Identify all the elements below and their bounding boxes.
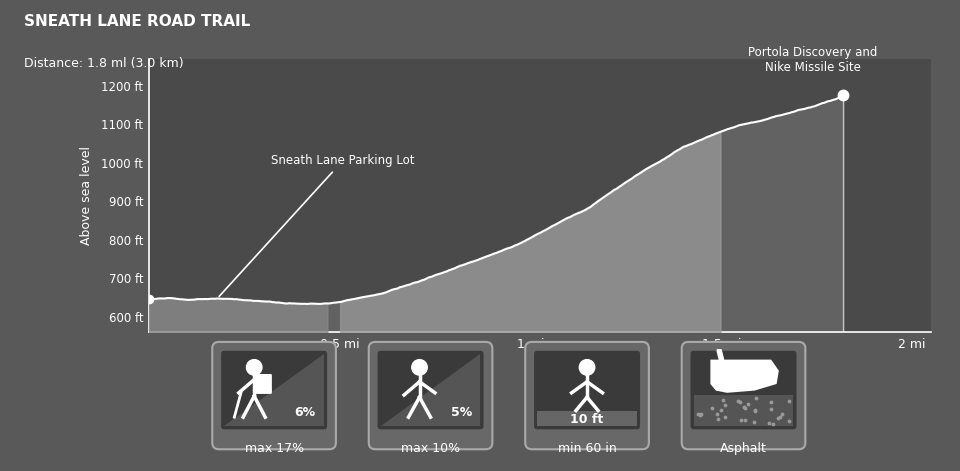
Circle shape: [412, 360, 427, 375]
FancyBboxPatch shape: [254, 374, 272, 394]
FancyBboxPatch shape: [369, 342, 492, 449]
Point: [705, 404, 720, 412]
Point: [709, 410, 725, 418]
Text: min 60 in: min 60 in: [558, 442, 616, 455]
Y-axis label: Above sea level: Above sea level: [80, 146, 93, 245]
Point: [775, 410, 790, 417]
Text: 5%: 5%: [451, 406, 472, 419]
Point: [763, 406, 779, 413]
Point: [761, 420, 777, 427]
Point: [737, 405, 753, 412]
FancyBboxPatch shape: [221, 351, 327, 430]
Polygon shape: [225, 354, 324, 426]
Point: [773, 414, 788, 421]
Point: [747, 406, 762, 414]
Text: max 10%: max 10%: [401, 442, 460, 455]
Polygon shape: [381, 354, 480, 426]
Point: [736, 403, 752, 411]
Point: [781, 397, 797, 405]
FancyBboxPatch shape: [694, 395, 793, 426]
Polygon shape: [538, 411, 636, 426]
FancyBboxPatch shape: [212, 342, 336, 449]
Point: [717, 413, 732, 421]
Circle shape: [579, 360, 595, 375]
Point: [746, 418, 761, 426]
Point: [748, 394, 763, 402]
Text: Sneath Lane Parking Lot: Sneath Lane Parking Lot: [219, 154, 415, 296]
Point: [766, 420, 781, 428]
Circle shape: [247, 360, 262, 375]
Point: [741, 400, 756, 408]
FancyBboxPatch shape: [525, 342, 649, 449]
Text: 6%: 6%: [295, 406, 316, 419]
FancyBboxPatch shape: [534, 351, 640, 430]
FancyBboxPatch shape: [682, 342, 805, 449]
Point: [715, 397, 731, 404]
Point: [781, 418, 797, 425]
Point: [693, 412, 708, 419]
Polygon shape: [710, 360, 779, 393]
Point: [732, 416, 748, 423]
Text: max 17%: max 17%: [245, 442, 303, 455]
Point: [748, 407, 763, 414]
Point: [717, 402, 732, 409]
FancyBboxPatch shape: [377, 351, 484, 430]
Point: [771, 414, 786, 422]
Point: [737, 416, 753, 423]
Point: [693, 410, 708, 417]
FancyBboxPatch shape: [690, 351, 797, 430]
Text: 10 ft: 10 ft: [570, 413, 604, 426]
Text: Asphalt: Asphalt: [720, 442, 767, 455]
Point: [731, 398, 746, 405]
Point: [763, 398, 779, 406]
Point: [690, 410, 706, 418]
Point: [732, 398, 748, 406]
Text: Distance: 1.8 ml (3.0 km): Distance: 1.8 ml (3.0 km): [24, 57, 183, 70]
Text: SNEATH LANE ROAD TRAIL: SNEATH LANE ROAD TRAIL: [24, 14, 251, 29]
Point: [710, 415, 726, 422]
Point: [713, 406, 729, 414]
Text: Portola Discovery and
Nike Missile Site: Portola Discovery and Nike Missile Site: [748, 46, 877, 74]
